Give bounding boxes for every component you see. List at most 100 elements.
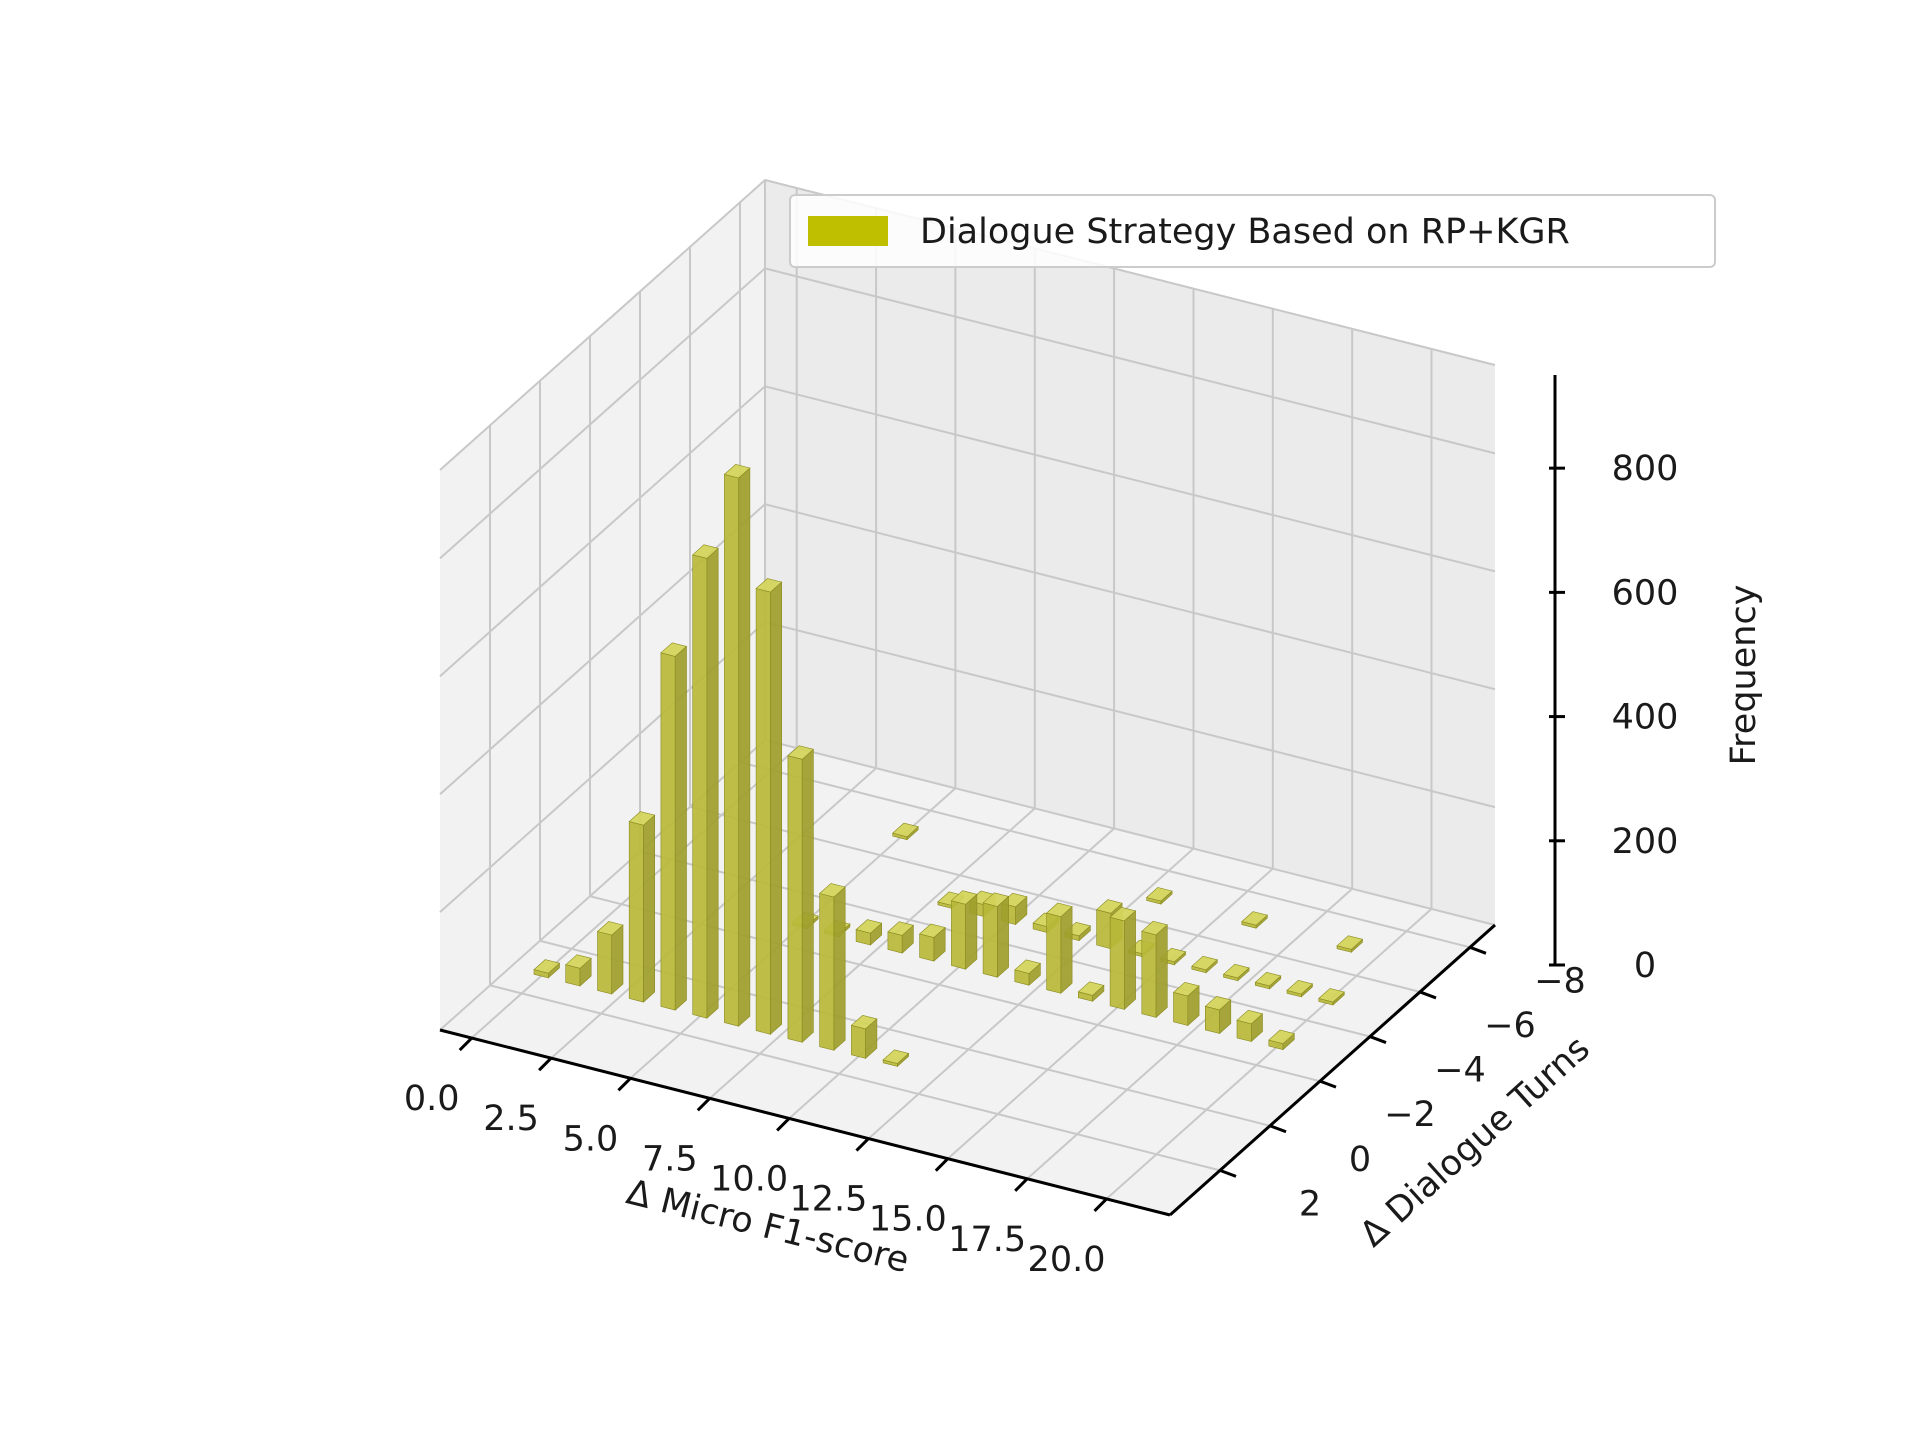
bar-top-face xyxy=(818,883,846,898)
bar-top-face xyxy=(1095,899,1123,914)
bar xyxy=(1336,935,1364,953)
bar xyxy=(855,919,883,946)
bar-top-face xyxy=(533,959,561,974)
bar xyxy=(918,923,946,962)
bar xyxy=(660,642,688,1011)
x-tick xyxy=(934,1157,949,1172)
y-tick xyxy=(1369,1035,1387,1044)
bar-front-face xyxy=(1205,1005,1220,1034)
bar-top-face xyxy=(1045,902,1073,918)
bar-top-face xyxy=(1141,920,1168,936)
bar xyxy=(1141,920,1168,1019)
bar-front-face xyxy=(692,554,708,1019)
y-tick xyxy=(1319,1079,1337,1089)
back-pane xyxy=(765,180,1495,925)
y-tick-label: 0 xyxy=(1349,1140,1371,1180)
bar-side-face xyxy=(738,467,751,1027)
labels-layer: 0.0 2.5 5.0 7.5 10.012.515.017.520.0 −8 −6 −4−2… xyxy=(404,449,1679,1280)
bar-top-face xyxy=(723,463,751,479)
bar-top-face xyxy=(892,822,919,838)
bar-front-face xyxy=(1173,992,1189,1026)
bar-top-face xyxy=(1268,1029,1295,1045)
bar-top-face xyxy=(1204,995,1232,1011)
bar-top-face xyxy=(855,919,883,934)
bar-side-face xyxy=(1124,910,1136,1011)
bar xyxy=(950,890,978,970)
z-tick-label: 200 xyxy=(1612,822,1679,862)
bar-top-face xyxy=(1077,981,1105,996)
bar-top-face xyxy=(1286,979,1314,995)
bar xyxy=(1318,988,1345,1006)
bar-front-face xyxy=(1141,930,1157,1018)
x-tick-label: 17.5 xyxy=(948,1220,1026,1260)
bar-top-face xyxy=(918,923,946,938)
bar xyxy=(1254,971,1282,990)
bar xyxy=(1222,963,1250,982)
bar-front-face xyxy=(787,755,803,1043)
x-tick-label: 5.0 xyxy=(563,1119,619,1159)
bar-front-face xyxy=(660,652,676,1011)
bar-front-face xyxy=(951,900,966,970)
x-tick-label: 7.5 xyxy=(642,1139,698,1179)
bar xyxy=(982,892,1010,978)
z-axis-title: Frequency xyxy=(1724,585,1764,766)
x-tick xyxy=(855,1137,870,1152)
bar-top-face xyxy=(1014,959,1042,974)
legend-swatch xyxy=(808,216,888,246)
bar xyxy=(1191,955,1218,974)
bar-top-face xyxy=(1236,1009,1264,1025)
y-tick-label: −2 xyxy=(1384,1095,1436,1135)
bar-side-face xyxy=(833,886,846,1051)
bar xyxy=(723,463,751,1027)
bar-front-face xyxy=(1096,909,1112,950)
bar-top-face xyxy=(882,1049,910,1064)
y-tick xyxy=(1469,945,1487,955)
bar-top-face xyxy=(887,921,915,936)
y-tick xyxy=(1269,1124,1287,1134)
bar xyxy=(850,1014,878,1060)
y-tick-label: −8 xyxy=(1534,961,1586,1001)
y-tick-label: −6 xyxy=(1484,1006,1536,1046)
bar-top-face xyxy=(982,892,1010,907)
x-tick xyxy=(696,1097,711,1112)
z-tick-label: 400 xyxy=(1612,698,1679,738)
bar-side-face xyxy=(674,645,687,1011)
bar-front-face xyxy=(982,902,998,978)
bar-front-face xyxy=(628,821,644,1003)
legend-label: Dialogue Strategy Based on RP+KGR xyxy=(920,212,1570,252)
x-tick xyxy=(458,1036,473,1052)
bar xyxy=(1172,981,1200,1027)
bar-front-face xyxy=(1046,912,1062,994)
bar xyxy=(882,1049,910,1068)
x-tick-label: 0.0 xyxy=(404,1079,460,1119)
bar-top-face xyxy=(628,811,656,826)
x-tick xyxy=(617,1077,632,1092)
bar-front-face xyxy=(1109,916,1125,1010)
x-tick xyxy=(538,1057,553,1072)
bar-top-face xyxy=(596,921,624,936)
bar xyxy=(887,921,915,954)
bar xyxy=(1109,906,1137,1011)
bar-top-face xyxy=(755,578,783,593)
bar-side-face xyxy=(1155,924,1168,1019)
bar-top-face xyxy=(787,745,815,760)
bar-top-face xyxy=(692,544,719,559)
bar-top-face xyxy=(565,954,592,969)
bar-front-face xyxy=(851,1024,866,1059)
x-tick-label: 15.0 xyxy=(869,1200,947,1240)
bar-top-face xyxy=(1222,963,1250,979)
bar xyxy=(1077,981,1105,1002)
bar xyxy=(1286,979,1314,998)
pane-layer xyxy=(440,180,1495,1215)
bar xyxy=(892,822,919,841)
bar-front-face xyxy=(919,933,935,962)
x-axis-line xyxy=(439,1028,1171,1217)
x-tick xyxy=(776,1117,791,1132)
legend-box xyxy=(789,194,1716,268)
bar xyxy=(1045,902,1073,994)
bar-front-face xyxy=(597,931,613,995)
bar-front-face xyxy=(755,588,771,1035)
y-tick-label: 2 xyxy=(1299,1184,1321,1224)
x-tick xyxy=(1014,1177,1029,1192)
